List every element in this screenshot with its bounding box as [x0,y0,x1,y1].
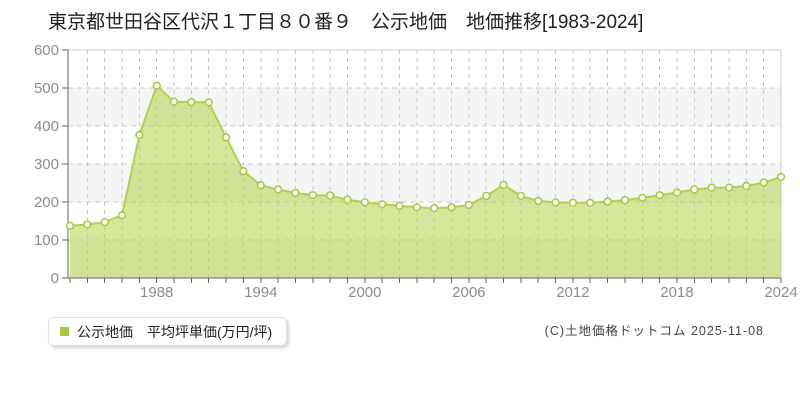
data-point-2013 [585,198,595,208]
data-point-1999 [343,195,352,204]
x-tick-label: 2000 [348,284,381,301]
data-point-2018 [672,188,682,197]
data-point-2017 [655,191,664,200]
data-point-1993 [239,167,248,176]
data-point-1984 [83,220,92,229]
data-point-1992 [221,133,231,142]
data-point-1987 [135,130,144,140]
data-point-1994 [256,181,265,190]
data-point-2012 [568,198,578,208]
data-point-2023 [759,178,768,187]
data-point-2000 [360,198,369,207]
data-point-1988 [152,81,161,90]
chart-title: 東京都世田谷区代沢１丁目８０番９ 公示地価 地価推移[1983-2024] [48,12,644,33]
x-tick-label: 2006 [452,284,485,301]
x-tick-label: 1988 [140,284,173,301]
y-tick-label: 400 [34,118,59,135]
data-point-2005 [447,203,456,212]
data-point-2004 [430,203,439,213]
data-point-2010 [533,196,543,206]
data-point-2003 [412,203,421,212]
y-tick-label: 500 [34,80,59,97]
data-point-2006 [464,200,474,210]
data-point-2016 [638,193,647,203]
x-tick-label: 2024 [764,284,797,301]
y-tick-label: 100 [34,232,59,249]
y-tick-label: 300 [34,156,59,173]
y-tick-label: 0 [51,270,59,287]
data-point-1989 [169,97,179,106]
data-point-2001 [377,200,387,209]
data-point-2002 [395,201,404,211]
legend-label: 公示地価 平均坪単価(万円/坪) [77,323,273,340]
data-point-2022 [742,181,751,191]
data-point-2015 [620,195,630,205]
copyright-text: (C)土地価格ドットコム 2025-11-08 [544,324,764,338]
x-tick-label: 2012 [556,284,589,301]
data-point-2011 [551,198,560,207]
data-point-2019 [690,185,699,194]
legend-marker-swatch [60,327,69,336]
data-point-1997 [308,191,317,200]
x-tick-label: 2018 [660,284,693,301]
y-tick-label: 200 [34,194,59,211]
legend: 公示地価 平均坪単価(万円/坪) [48,317,288,346]
data-point-2014 [603,197,612,206]
y-tick-label: 600 [34,42,59,59]
data-point-2021 [724,183,734,192]
data-point-2024 [776,172,786,182]
data-point-1985 [100,217,109,227]
data-point-1986 [117,211,127,220]
data-point-2009 [516,191,526,201]
data-point-2020 [707,183,716,192]
data-point-1990 [187,97,196,107]
data-point-2007 [482,191,491,201]
data-point-1998 [325,191,335,200]
data-point-1996 [291,188,300,198]
data-point-1995 [273,185,283,194]
area-series-fill [70,85,781,278]
data-point-2008 [499,180,508,190]
data-point-1991 [204,98,213,107]
data-point-1983 [65,221,75,231]
x-tick-label: 1994 [244,284,277,301]
